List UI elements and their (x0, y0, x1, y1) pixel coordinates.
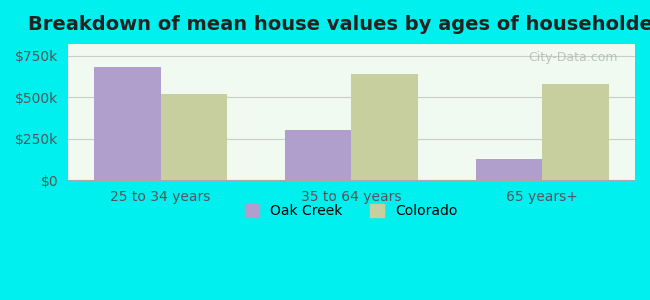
Title: Breakdown of mean house values by ages of householders: Breakdown of mean house values by ages o… (29, 15, 650, 34)
Bar (352, 74, 419, 180)
Bar (476, 159, 542, 180)
Bar (94, 67, 161, 180)
Legend: Oak Creek, Colorado: Oak Creek, Colorado (239, 197, 465, 225)
Text: City-Data.com: City-Data.com (528, 51, 618, 64)
Bar (542, 84, 609, 180)
Bar (161, 94, 228, 180)
Bar (285, 130, 352, 180)
